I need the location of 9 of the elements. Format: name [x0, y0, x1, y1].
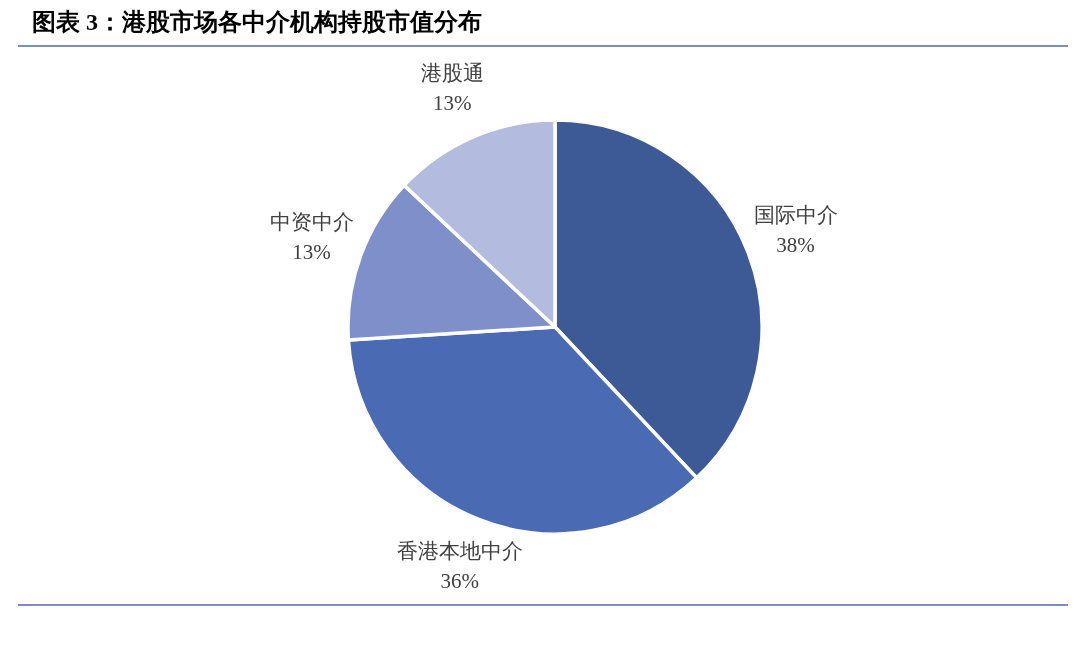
slice-label: 国际中介 — [753, 202, 838, 227]
slice-label: 中资中介 — [269, 210, 354, 235]
data-label: 36% — [440, 568, 479, 593]
data-label: 13% — [432, 90, 472, 115]
chart-title: 图表 3：港股市场各中介机构持股市值分布 — [32, 9, 482, 35]
data-label: 13% — [292, 240, 331, 265]
slice-label: 香港本地中介 — [396, 538, 523, 563]
slice-label: 港股通 — [420, 60, 484, 85]
data-label: 38% — [776, 232, 815, 257]
